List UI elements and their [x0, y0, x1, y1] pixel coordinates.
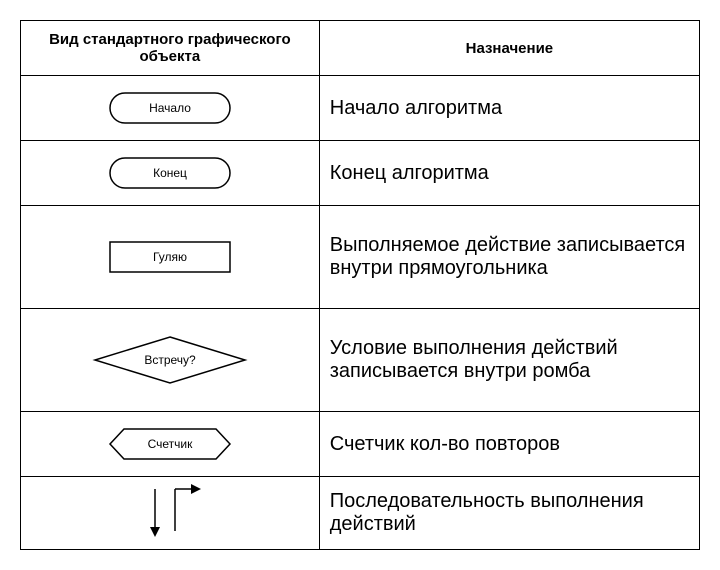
- desc-cell: Выполняемое действие записывается внутри…: [319, 206, 699, 309]
- shape-label: Встречу?: [144, 353, 196, 367]
- shape-label: Конец: [153, 166, 187, 180]
- terminator-end-icon: Конец: [100, 153, 240, 193]
- shape-label: Счетчик: [147, 437, 193, 451]
- decision-icon: Встречу?: [85, 333, 255, 387]
- desc-cell: Начало алгоритма: [319, 76, 699, 141]
- table-row: Встречу? Условие выполнения действий зап…: [21, 309, 700, 412]
- shape-cell-process: Гуляю: [21, 206, 320, 309]
- shape-cell-decision: Встречу?: [21, 309, 320, 412]
- header-desc-col: Назначение: [319, 21, 699, 76]
- shape-cell-flow-arrow: [21, 477, 320, 550]
- table-row: Гуляю Выполняемое действие записывается …: [21, 206, 700, 309]
- shape-label: Гуляю: [153, 250, 187, 264]
- header-shape-col: Вид стандартного графического объекта: [21, 21, 320, 76]
- flow-arrow-icon: [100, 483, 240, 543]
- table-row: Конец Конец алгоритма: [21, 141, 700, 206]
- preparation-icon: Счетчик: [100, 424, 240, 464]
- desc-cell: Условие выполнения действий записывается…: [319, 309, 699, 412]
- process-icon: Гуляю: [100, 237, 240, 277]
- table-row: Счетчик Счетчик кол-во повторов: [21, 412, 700, 477]
- shape-label: Начало: [149, 101, 191, 115]
- flowchart-symbols-table: Вид стандартного графического объекта На…: [20, 20, 700, 550]
- table-row: Начало Начало алгоритма: [21, 76, 700, 141]
- desc-cell: Конец алгоритма: [319, 141, 699, 206]
- desc-cell: Счетчик кол-во повторов: [319, 412, 699, 477]
- table-row: Последовательность выполнения действий: [21, 477, 700, 550]
- shape-cell-terminator-start: Начало: [21, 76, 320, 141]
- desc-cell: Последовательность выполнения действий: [319, 477, 699, 550]
- terminator-start-icon: Начало: [100, 88, 240, 128]
- shape-cell-terminator-end: Конец: [21, 141, 320, 206]
- shape-cell-preparation: Счетчик: [21, 412, 320, 477]
